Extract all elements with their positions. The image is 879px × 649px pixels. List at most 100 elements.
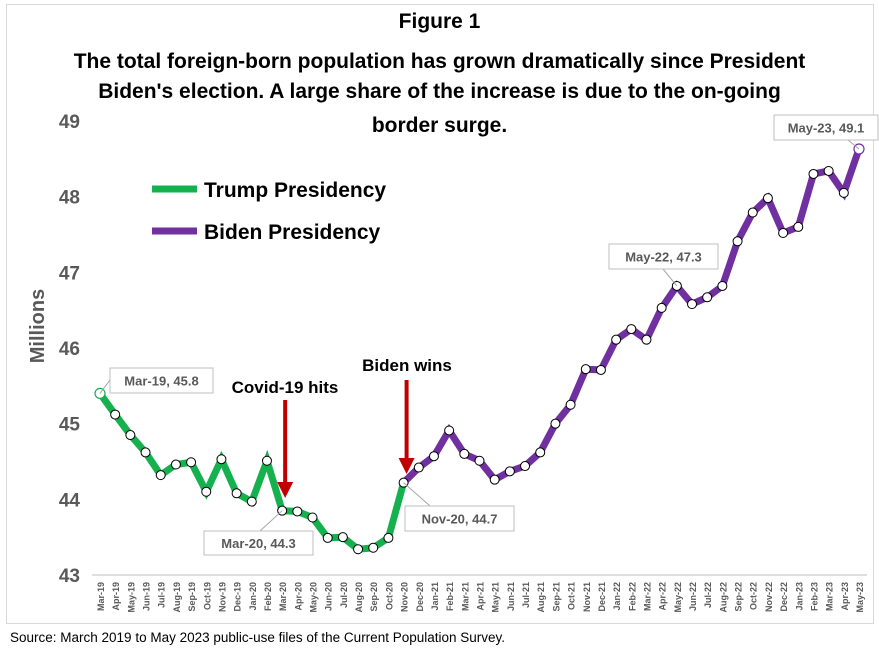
data-point [580, 364, 591, 375]
x-tick-label: Apr-19 [111, 582, 121, 611]
y-tick-label: 45 [59, 415, 81, 436]
data-point [838, 187, 849, 198]
data-point [641, 334, 652, 345]
data-point [125, 430, 136, 441]
data-point [444, 425, 455, 436]
data-point [823, 165, 834, 176]
x-tick-label: Jan-20 [248, 582, 258, 611]
data-point [459, 448, 470, 459]
data-point [201, 486, 212, 497]
x-tick-label: Feb-22 [627, 582, 637, 611]
data-point [353, 544, 364, 555]
data-point [793, 221, 804, 232]
x-tick-label: Apr-23 [840, 582, 850, 611]
data-point [292, 506, 303, 517]
x-tick-label: Jan-22 [612, 582, 622, 611]
data-point [428, 451, 439, 462]
source-note: Source: March 2019 to May 2023 public-us… [10, 630, 506, 645]
data-point [413, 462, 424, 473]
legend: Trump Presidency Biden Presidency [152, 179, 386, 244]
legend-label: Trump Presidency [204, 179, 386, 202]
x-tick-label: May-23 [855, 582, 865, 613]
series-lines [97, 147, 863, 553]
chart-title-line-1: The total foreign-born population has gr… [73, 50, 806, 73]
data-point [504, 466, 515, 477]
annotation-arrow-shaft [283, 400, 288, 484]
callout-label: May-23, 49.1 [788, 121, 865, 136]
series-line [401, 147, 863, 486]
x-tick-label: Jul-20 [339, 582, 349, 608]
x-tick-label: Mar-19 [96, 582, 106, 611]
x-tick-label: Nov-22 [764, 582, 774, 612]
x-tick-label: Sep-22 [734, 582, 744, 612]
x-tick-label: Oct-19 [202, 582, 212, 610]
callout-box [203, 530, 314, 556]
x-tick-label: Dec-20 [415, 582, 425, 612]
x-tick-label: Jul-22 [703, 582, 713, 608]
x-tick-label: May-19 [126, 582, 136, 613]
data-point [231, 488, 242, 499]
data-point [747, 207, 758, 218]
data-point [186, 457, 197, 468]
x-tick-label: Oct-20 [384, 582, 394, 610]
figure-label: Figure 1 [398, 10, 481, 33]
callout-leader [403, 482, 431, 507]
annotations: Covid-19 hits Biden wins Mar-19, 45.8 Mar-2… [99, 114, 879, 556]
x-tick-label: Jun-19 [142, 582, 152, 611]
data-point [474, 455, 485, 466]
callout-leader [662, 268, 678, 287]
x-tick-label: May-22 [673, 582, 683, 613]
data-point [246, 496, 257, 507]
x-tick-label: Apr-21 [476, 582, 486, 611]
x-tick-label: Oct-21 [567, 582, 577, 610]
data-point [808, 168, 819, 179]
y-tick-label: 43 [59, 566, 80, 587]
data-point [762, 193, 773, 204]
x-tick-label: Jun-21 [506, 582, 516, 611]
x-tick-label: Mar-21 [460, 582, 470, 611]
data-point [110, 409, 121, 420]
x-tick-label: Mar-22 [642, 582, 652, 611]
x-tick-label: Dec-21 [597, 582, 607, 612]
y-axis-title: Millions [27, 289, 49, 363]
x-tick-label: Sep-21 [551, 582, 561, 612]
data-point [550, 418, 561, 429]
x-tick-label: Apr-22 [658, 582, 668, 611]
data-point [595, 364, 606, 375]
data-point [140, 447, 151, 458]
annotation-arrowhead [398, 458, 415, 474]
data-point [611, 334, 622, 345]
x-tick-label: Nov-19 [217, 582, 227, 612]
x-tick-label: Jan-21 [430, 582, 440, 611]
callout-label: Mar-19, 45.8 [124, 374, 198, 389]
x-tick-label: Aug-20 [354, 582, 364, 613]
data-point [732, 236, 743, 247]
data-point [702, 292, 713, 303]
data-point [337, 532, 348, 543]
data-point [626, 324, 637, 335]
x-tick-label: Feb-21 [445, 582, 455, 611]
data-point [565, 399, 576, 410]
data-points [94, 143, 865, 555]
annotation-arrowhead [277, 482, 294, 498]
data-point [261, 455, 272, 466]
data-point [170, 459, 181, 470]
x-tick-label: May-21 [491, 582, 501, 613]
x-tick-label: Nov-21 [582, 582, 592, 612]
data-point [520, 461, 531, 472]
callout-label: Mar-20, 44.3 [221, 536, 295, 551]
callout-leader [99, 379, 111, 394]
y-tick-label: 46 [59, 339, 80, 360]
x-tick-label: Jan-23 [794, 582, 804, 611]
x-tick-label: Jul-21 [521, 582, 531, 608]
x-tick-label: Dec-19 [233, 582, 243, 612]
annotation-label: Biden wins [362, 356, 452, 375]
x-tick-label: Jun-22 [688, 582, 698, 611]
annotation-label: Covid-19 hits [232, 378, 339, 397]
data-point [489, 474, 500, 485]
x-tick-label: Feb-20 [263, 582, 273, 611]
y-tick-label: 49 [59, 112, 80, 133]
x-tick-label: Mar-23 [825, 582, 835, 611]
callout-label: Nov-20, 44.7 [422, 512, 498, 527]
chart-title-line-3: border surge. [371, 114, 508, 137]
